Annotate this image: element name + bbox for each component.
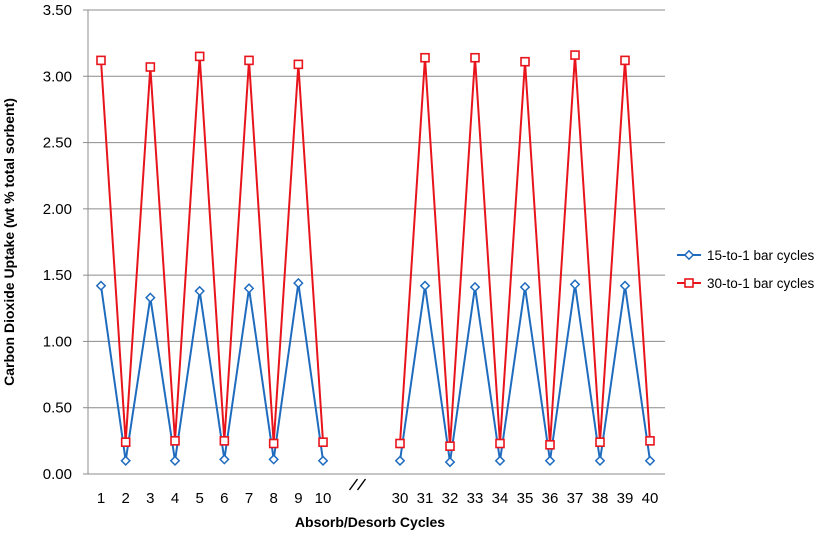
series-line bbox=[100, 282, 325, 461]
data-point bbox=[145, 292, 156, 303]
x-tick-label: 39 bbox=[617, 490, 634, 507]
data-point bbox=[244, 55, 254, 66]
data-point bbox=[120, 455, 131, 467]
data-point bbox=[293, 277, 304, 289]
y-tick-label: 3.50 bbox=[43, 2, 72, 19]
legend-marker bbox=[683, 249, 695, 261]
series-layer bbox=[95, 50, 656, 468]
x-tick-label: 31 bbox=[417, 490, 434, 507]
x-tick-label: 7 bbox=[245, 490, 253, 507]
x-tick-label: 30 bbox=[392, 490, 409, 507]
series-line bbox=[399, 284, 651, 463]
data-point bbox=[595, 437, 605, 447]
axes bbox=[83, 9, 665, 491]
series-2 bbox=[96, 50, 655, 451]
data-point bbox=[243, 283, 255, 294]
data-point bbox=[470, 52, 480, 63]
x-tick-label: 9 bbox=[294, 490, 302, 507]
data-point bbox=[570, 50, 580, 60]
x-tick-label: 37 bbox=[567, 490, 584, 507]
data-point bbox=[569, 279, 581, 290]
data-point bbox=[268, 454, 279, 465]
tick-labels: 0.000.501.001.502.002.503.003.501 2 3 4 5 6 7 8… bbox=[43, 2, 659, 507]
x-tick-label: 2 bbox=[121, 490, 129, 507]
data-point bbox=[645, 436, 655, 446]
legend-item: 30-to-1 bar cycles bbox=[677, 276, 815, 291]
y-tick-label: 0.50 bbox=[43, 400, 72, 417]
y-tick-label: 0.00 bbox=[43, 466, 72, 483]
y-tick-label: 3.00 bbox=[43, 68, 72, 85]
data-point bbox=[445, 441, 455, 451]
x-tick-label: 8 bbox=[270, 490, 278, 507]
x-tick-label: 10 bbox=[315, 490, 332, 507]
x-tick-label: 33 bbox=[467, 490, 484, 507]
data-point bbox=[318, 437, 328, 447]
legend-item: 15-to-1 bar cycles bbox=[677, 248, 815, 263]
data-point bbox=[545, 440, 555, 450]
y-tick-label: 1.00 bbox=[43, 333, 72, 350]
data-point bbox=[594, 455, 606, 467]
data-point bbox=[620, 55, 630, 66]
x-tick-label: 3 bbox=[146, 490, 154, 507]
gridlines bbox=[88, 9, 665, 409]
data-point bbox=[644, 455, 656, 467]
data-point bbox=[96, 55, 106, 66]
x-tick-label: 32 bbox=[442, 490, 459, 507]
data-point bbox=[219, 454, 230, 465]
data-point bbox=[544, 455, 556, 467]
data-point bbox=[194, 285, 205, 297]
series-line bbox=[100, 56, 325, 444]
data-point bbox=[317, 455, 329, 467]
x-tick-label: 5 bbox=[196, 490, 204, 507]
y-tick-label: 2.50 bbox=[43, 135, 72, 152]
data-point bbox=[519, 281, 531, 293]
series-line bbox=[399, 55, 651, 447]
x-axis-title: Absorb/Desorb Cycles bbox=[295, 514, 445, 530]
data-point bbox=[520, 56, 530, 67]
x-tick-label: 4 bbox=[171, 490, 179, 507]
legend-marker bbox=[684, 278, 694, 288]
data-point bbox=[419, 280, 431, 292]
data-point bbox=[619, 280, 631, 292]
axis-break-mark bbox=[356, 478, 367, 491]
y-tick-label: 1.50 bbox=[43, 267, 72, 284]
x-tick-label: 38 bbox=[592, 490, 609, 507]
y-tick-label: 2.00 bbox=[43, 201, 72, 218]
data-point bbox=[394, 455, 406, 467]
y-axis-title: Carbon Dioxide Uptake (wt % total sorben… bbox=[1, 98, 17, 386]
legend-label: 15-to-1 bar cycles bbox=[707, 248, 815, 263]
data-point bbox=[395, 438, 405, 449]
data-point bbox=[219, 436, 230, 446]
data-point bbox=[420, 52, 430, 63]
data-point bbox=[444, 456, 456, 468]
data-point bbox=[293, 59, 304, 70]
data-point bbox=[120, 437, 131, 447]
x-tick-label: 34 bbox=[492, 490, 509, 507]
x-tick-label: 35 bbox=[517, 490, 534, 507]
data-point bbox=[194, 51, 205, 62]
x-tick-label: 1 bbox=[97, 490, 105, 507]
data-point bbox=[494, 455, 506, 467]
data-point bbox=[495, 438, 505, 449]
data-point bbox=[170, 436, 180, 446]
legend: 15-to-1 bar cycles 30-to-1 bar cycles bbox=[677, 248, 815, 291]
series-1 bbox=[95, 277, 656, 468]
data-point bbox=[169, 455, 181, 467]
x-tick-label: 40 bbox=[642, 490, 659, 507]
data-point bbox=[95, 280, 107, 292]
x-tick-label: 6 bbox=[220, 490, 228, 507]
legend-label: 30-to-1 bar cycles bbox=[707, 276, 815, 291]
data-point bbox=[268, 438, 279, 449]
data-point bbox=[469, 281, 481, 293]
axis-break-mark bbox=[348, 478, 359, 491]
data-point bbox=[145, 62, 156, 72]
x-tick-label: 36 bbox=[542, 490, 559, 507]
